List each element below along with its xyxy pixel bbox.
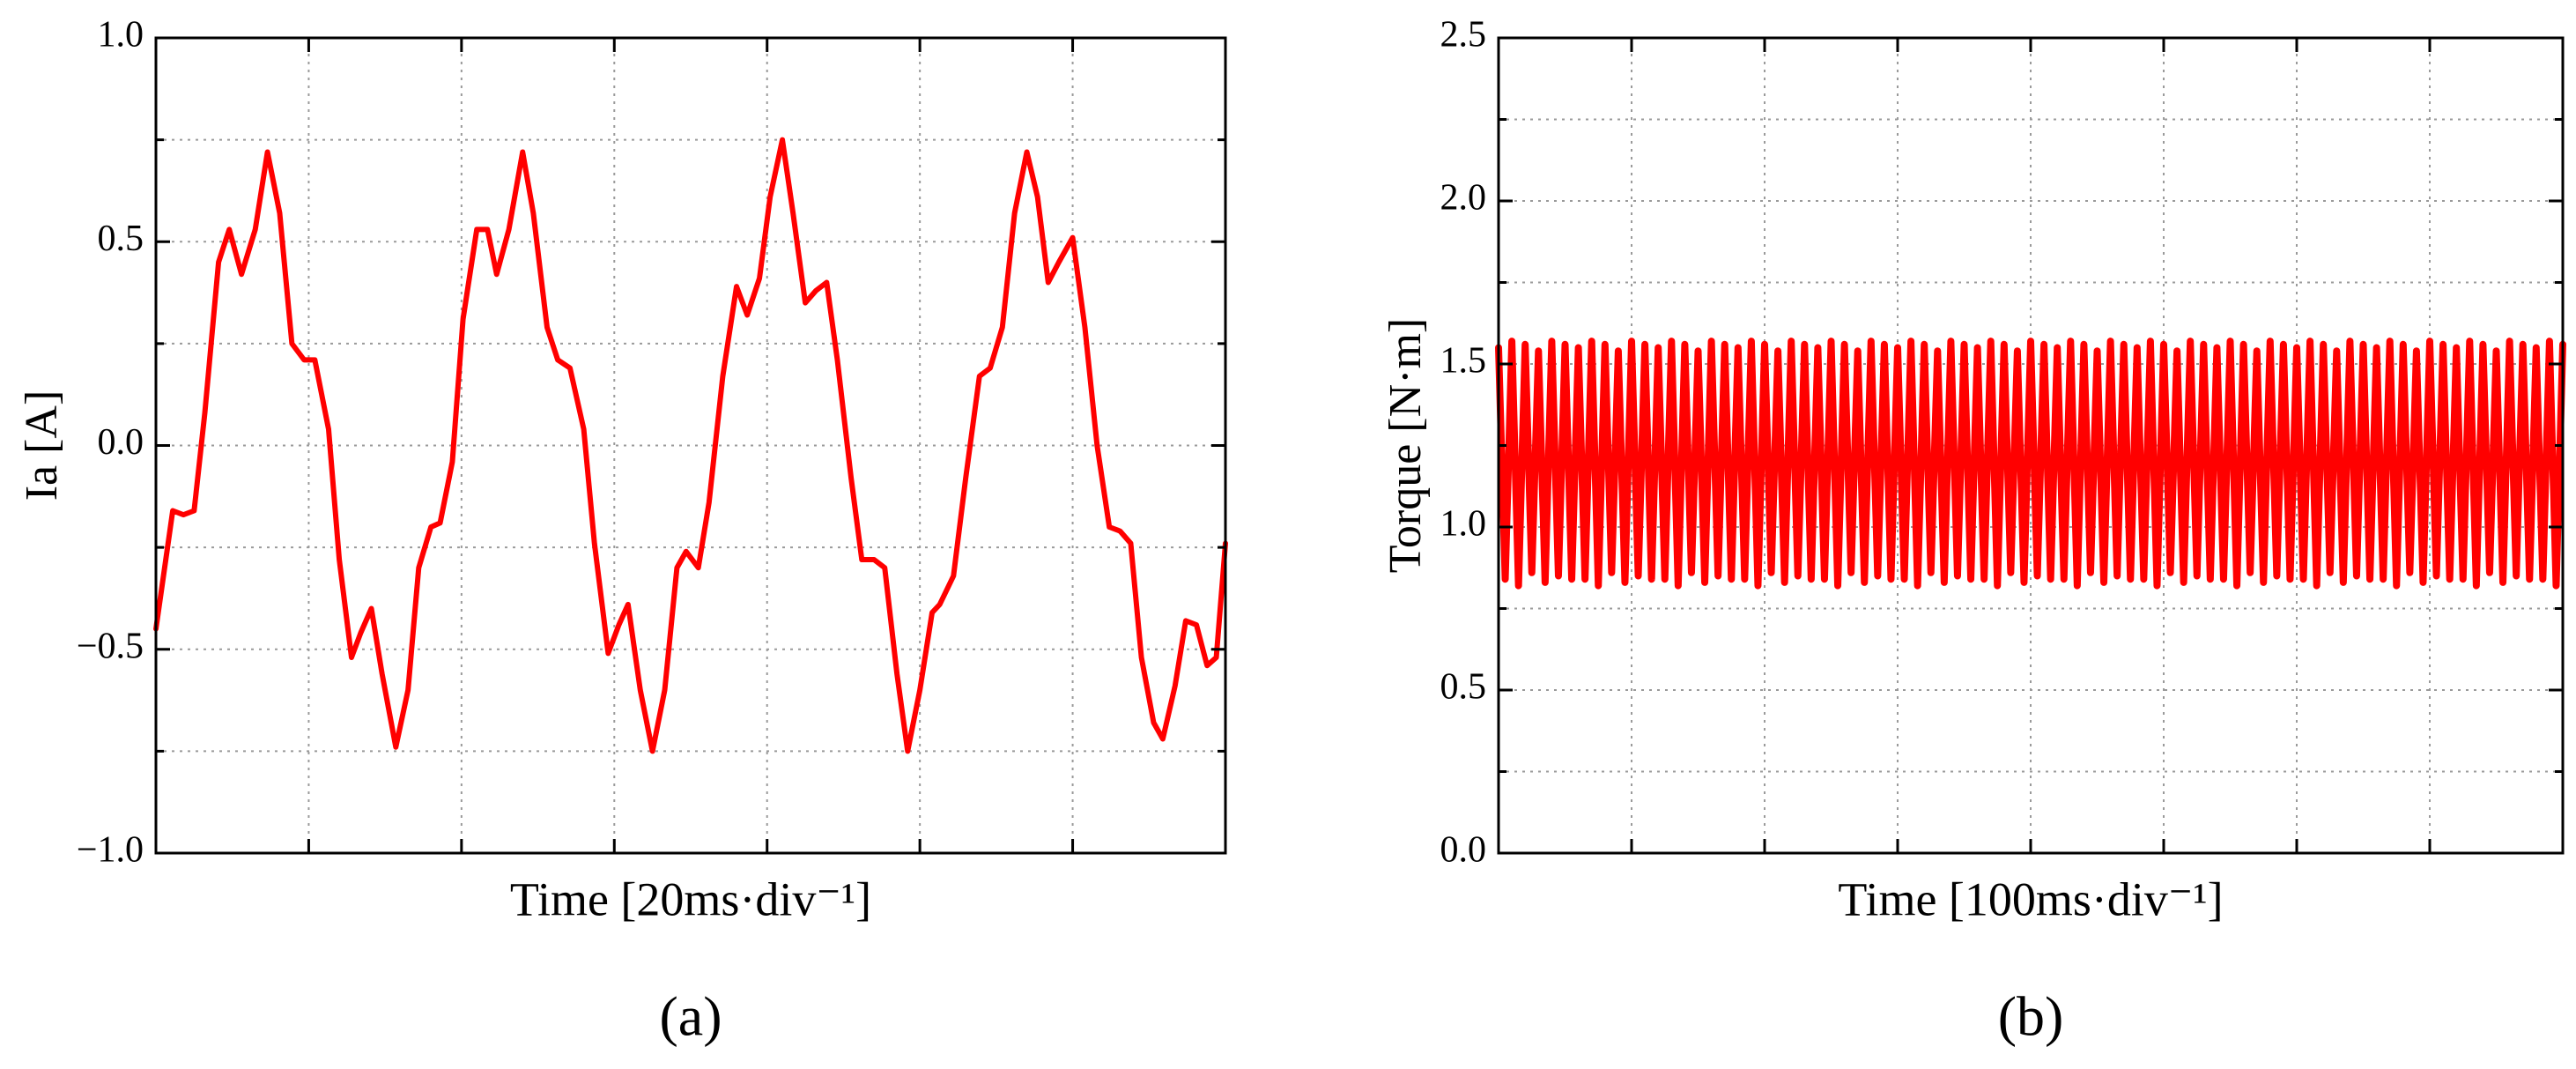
- y-axis-title: Ia [A]: [17, 390, 67, 501]
- y-tick-label: 1.0: [98, 15, 144, 56]
- y-tick-label: 2.5: [1440, 15, 1487, 56]
- y-tick-label: 0.5: [1440, 667, 1487, 708]
- data-line: [153, 137, 1228, 754]
- y-tick-label: 2.0: [1440, 178, 1487, 219]
- y-tick-label: 1.0: [1440, 504, 1487, 545]
- caption: (b): [1998, 985, 2064, 1048]
- y-tick-label: 0.0: [98, 422, 144, 463]
- x-axis-title: Time [20ms·div⁻¹]: [510, 872, 871, 925]
- y-tick-label: −1.0: [77, 830, 144, 871]
- y-axis-title: Torque [N·m]: [1381, 318, 1431, 573]
- caption: (a): [659, 985, 722, 1048]
- y-tick-label: −0.5: [77, 626, 144, 666]
- x-axis-title: Time [100ms·div⁻¹]: [1838, 872, 2223, 925]
- y-tick-label: 0.0: [1440, 830, 1487, 871]
- y-tick-label: 1.5: [1440, 341, 1487, 382]
- y-tick-label: 0.5: [98, 219, 144, 259]
- data-line: [1495, 338, 2566, 590]
